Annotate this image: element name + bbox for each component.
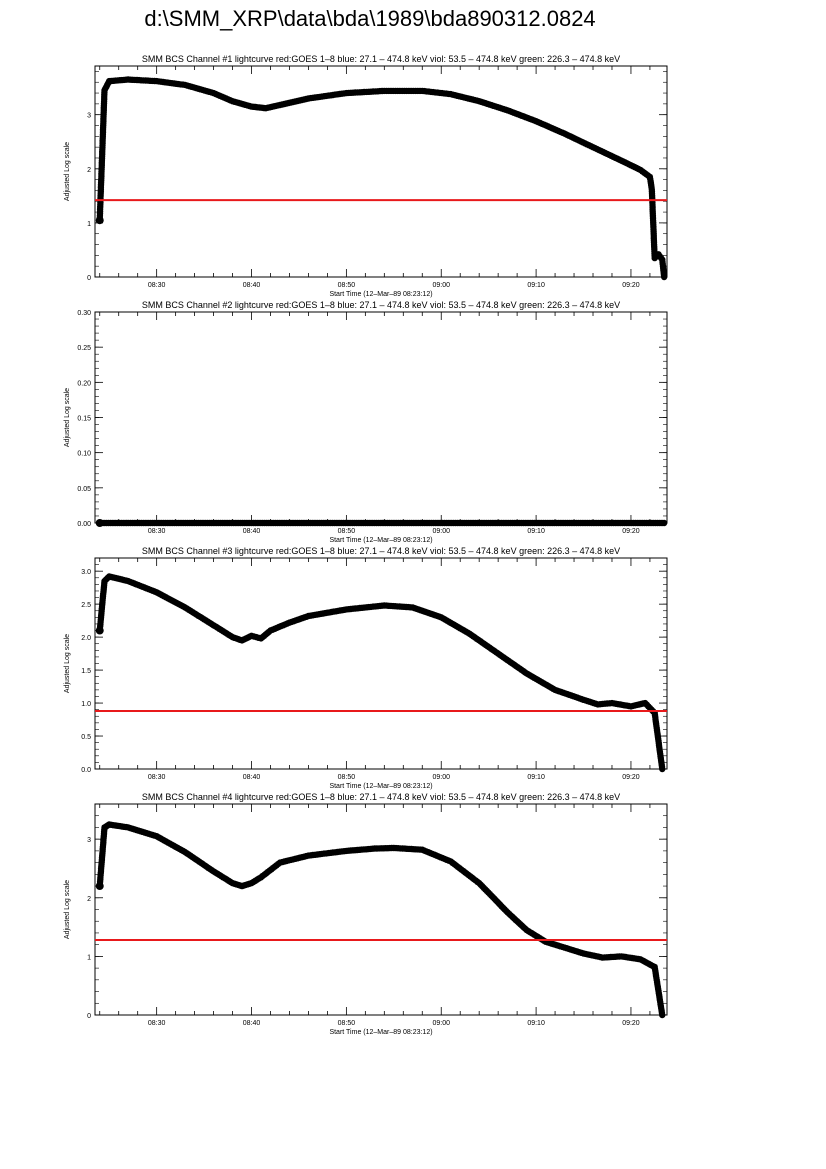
panel-2-title: SMM BCS Channel #2 lightcurve red:GOES 1… [142,300,620,310]
panel-3-y-axis-label: Adjusted Log scale [64,634,71,693]
panel-2-x-axis-label: Start Time (12–Mar–89 08:23:12) [329,537,432,544]
panel-3-y-tick-label: 0.0 [81,767,91,774]
panel-4-y-tick-label: 3 [87,837,91,844]
panel-2-y-tick-label: 0.30 [77,310,91,317]
panel-3-x-tick-label: 08:30 [148,774,166,781]
panel-1-x-tick-label: 09:10 [527,282,545,289]
panel-3-y-tick-label: 1.5 [81,668,91,675]
panel-3-title: SMM BCS Channel #3 lightcurve red:GOES 1… [142,546,620,556]
panel-2-x-tick-label: 09:10 [527,528,545,535]
panel-3-x-tick-label: 09:10 [527,774,545,781]
panel-2-data-point-first [95,519,104,527]
panel-1-frame [94,65,668,278]
panel-3-x-tick-label: 09:00 [432,774,450,781]
panel-4-x-tick-label: 08:30 [148,1020,166,1027]
panel-3-x-tick-label: 08:50 [338,774,356,781]
panel-4-frame [94,803,668,1016]
panel-1-title: SMM BCS Channel #1 lightcurve red:GOES 1… [142,54,620,64]
panel-3-data-point [659,765,666,773]
panel-1-y-tick-label: 0 [87,275,91,282]
panel-1-y-axis-label: Adjusted Log scale [64,142,71,201]
panel-2-x-tick-label: 09:20 [622,528,640,535]
panel-4-y-tick-label: 2 [87,896,91,903]
panel-3-y-tick-label: 0.5 [81,734,91,741]
panel-2-frame [94,311,668,524]
panel-1-data-point [660,273,668,281]
panel-1-x-tick-label: 08:50 [338,282,356,289]
panel-4-data-point [659,1011,666,1019]
panel-3-y-tick-label: 2.5 [81,602,91,609]
panel-3-x-tick-label: 09:20 [622,774,640,781]
panel-1-y-tick-label: 3 [87,113,91,120]
panel-4-x-tick-label: 08:50 [338,1020,356,1027]
panel-2-x-tick-label: 08:30 [148,528,166,535]
panel-2-x-tick-label: 09:00 [432,528,450,535]
panel-1-y-tick-label: 2 [87,167,91,174]
panel-4-data-point-first [95,882,104,891]
panel-1-series-line [99,78,665,278]
panel-4-x-tick-label: 08:40 [243,1020,261,1027]
panel-2-x-tick-label: 08:40 [243,528,261,535]
panel-4-title: SMM BCS Channel #4 lightcurve red:GOES 1… [142,792,620,802]
panel-3-x-axis-label: Start Time (12–Mar–89 08:23:12) [329,783,432,790]
panel-2-y-tick-label: 0.10 [77,451,91,458]
page-title: d:\SMM_XRP\data\bda\1989\bda890312.0824 [144,6,596,31]
panel-4-x-tick-label: 09:00 [432,1020,450,1027]
panel-3-y-tick-label: 2.0 [81,635,91,642]
panel-2-data-point [660,519,668,527]
panel-3-x-tick-label: 08:40 [243,774,261,781]
panel-2-y-tick-label: 0.25 [77,345,91,352]
panel-2-y-tick-label: 0.00 [77,521,91,528]
panel-1-x-tick-label: 09:00 [432,282,450,289]
panel-1-y-tick-label: 1 [87,221,91,228]
panel-3-data-point-first [95,626,104,635]
panel-2-x-tick-label: 08:50 [338,528,356,535]
panel-2-y-tick-label: 0.05 [77,486,91,493]
panel-4-x-tick-label: 09:20 [622,1020,640,1027]
panel-3-frame [94,557,668,770]
panel-3-y-tick-label: 3.0 [81,569,91,576]
panel-4-y-tick-label: 0 [87,1013,91,1020]
panel-1-x-tick-label: 09:20 [622,282,640,289]
panel-3-y-tick-label: 1.0 [81,701,91,708]
panel-4-y-tick-label: 1 [87,954,91,961]
panel-2-y-axis-label: Adjusted Log scale [64,388,71,447]
panel-4-x-axis-label: Start Time (12–Mar–89 08:23:12) [329,1029,432,1036]
panel-4-y-axis-label: Adjusted Log scale [64,880,71,939]
panel-2-y-tick-label: 0.20 [77,380,91,387]
panel-1-x-tick-label: 08:40 [243,282,261,289]
panel-1-x-axis-label: Start Time (12–Mar–89 08:23:12) [329,291,432,298]
panel-2-y-tick-label: 0.15 [77,416,91,423]
panel-1-x-tick-label: 08:30 [148,282,166,289]
panel-1-data-point-first [95,216,104,225]
panel-4-x-tick-label: 09:10 [527,1020,545,1027]
